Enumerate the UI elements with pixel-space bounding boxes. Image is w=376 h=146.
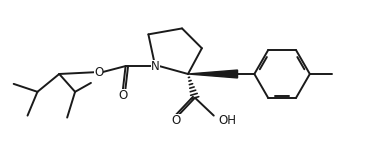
Polygon shape	[188, 70, 238, 78]
Text: N: N	[151, 60, 160, 73]
Text: O: O	[118, 89, 127, 102]
Text: OH: OH	[219, 114, 237, 127]
Text: O: O	[171, 114, 181, 127]
Text: O: O	[94, 66, 103, 79]
